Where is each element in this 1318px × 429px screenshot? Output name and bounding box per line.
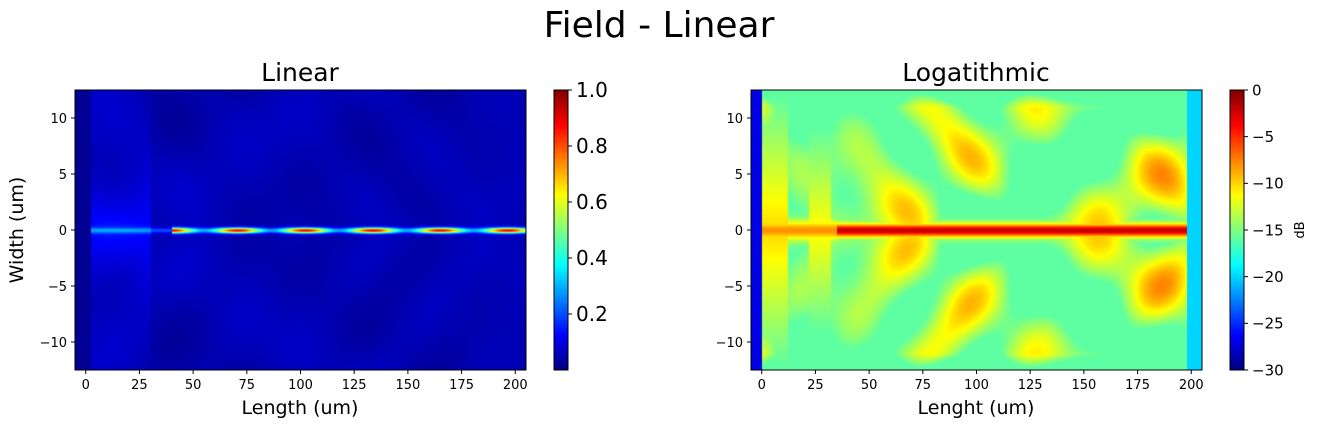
log-x-ticks: 0 25 50 75 100 125 150 175 200 xyxy=(758,370,1204,393)
x-tick-label: 100 xyxy=(288,378,313,393)
x-tick-label: 125 xyxy=(1018,378,1043,393)
x-tick-label: 150 xyxy=(1071,378,1096,393)
y-tick-label: 0 xyxy=(59,224,67,239)
log-colorbar-label: dB xyxy=(1293,221,1308,238)
log-colorbar xyxy=(1229,89,1245,371)
colorbar-tick-label: 1.0 xyxy=(576,78,608,102)
colorbar-tick-label: −20 xyxy=(1252,268,1284,286)
linear-title: Linear xyxy=(261,58,339,87)
colorbar-tick-label: 0.6 xyxy=(576,190,608,214)
log-y-ticks: −10 −5 0 5 10 xyxy=(716,112,751,351)
colorbar-tick-label: −15 xyxy=(1252,221,1284,239)
linear-x-ticks: 0 25 50 75 100 125 150 175 200 xyxy=(82,370,528,393)
y-tick-label: 10 xyxy=(50,112,67,127)
log-heatmap xyxy=(750,89,1203,371)
y-tick-label: 5 xyxy=(59,168,67,183)
x-tick-label: 0 xyxy=(758,378,766,393)
y-tick-label: −5 xyxy=(724,280,743,295)
colorbar-tick-label: 0.8 xyxy=(576,134,608,158)
x-tick-label: 175 xyxy=(1125,378,1150,393)
log-chart: Logatithmic 0 25 50 75 100 125 150 175 200 −10−5… xyxy=(716,58,1308,419)
colorbar-tick-label: −30 xyxy=(1252,361,1284,379)
linear-colorbar xyxy=(553,89,569,371)
y-tick-label: −5 xyxy=(48,280,67,295)
x-tick-label: 50 xyxy=(861,378,878,393)
log-x-axis-label: Lenght (um) xyxy=(918,397,1035,419)
colorbar-tick-label: 0.4 xyxy=(576,246,608,270)
y-tick-label: 0 xyxy=(735,224,743,239)
linear-heatmap-image xyxy=(75,90,526,370)
colorbar-tick-label: 0.2 xyxy=(576,302,608,326)
x-tick-label: 25 xyxy=(131,378,148,393)
x-tick-label: 200 xyxy=(503,378,528,393)
x-tick-label: 100 xyxy=(964,378,989,393)
linear-heatmap xyxy=(74,89,527,371)
linear-chart: Linear 0 25 50 75 100 125 150 175 200 −10−50510 … xyxy=(6,58,608,419)
colorbar-gradient xyxy=(1229,89,1245,371)
x-tick-label: 0 xyxy=(82,378,90,393)
x-tick-label: 125 xyxy=(342,378,367,393)
log-colorbar-ticks: −30 −25 −20 −15 −10 −5 0 xyxy=(1244,81,1284,379)
colorbar-tick-label: −10 xyxy=(1252,175,1284,193)
x-tick-label: 75 xyxy=(239,378,256,393)
x-tick-label: 75 xyxy=(915,378,932,393)
x-tick-label: 200 xyxy=(1179,378,1204,393)
x-tick-label: 50 xyxy=(185,378,202,393)
colorbar-tick-label: 0 xyxy=(1252,81,1262,99)
log-heatmap-image xyxy=(751,90,1202,370)
y-tick-label: 5 xyxy=(735,168,743,183)
y-tick-label: 10 xyxy=(726,112,743,127)
linear-y-ticks: −10 −5 0 5 10 xyxy=(40,112,75,351)
linear-colorbar-ticks: 0.2 0.4 0.6 0.8 1.0 xyxy=(568,78,608,326)
linear-x-axis-label: Length (um) xyxy=(242,397,359,419)
linear-y-axis-label: Width (um) xyxy=(6,177,28,284)
log-title: Logatithmic xyxy=(902,58,1049,87)
figure-suptitle: Field - Linear xyxy=(544,5,775,46)
x-tick-label: 25 xyxy=(807,378,824,393)
x-tick-label: 175 xyxy=(449,378,474,393)
y-tick-label: −10 xyxy=(40,336,67,351)
colorbar-gradient xyxy=(553,89,569,371)
colorbar-tick-label: −5 xyxy=(1252,128,1274,146)
y-tick-label: −10 xyxy=(716,336,743,351)
x-tick-label: 150 xyxy=(395,378,420,393)
colorbar-tick-label: −25 xyxy=(1252,315,1284,333)
